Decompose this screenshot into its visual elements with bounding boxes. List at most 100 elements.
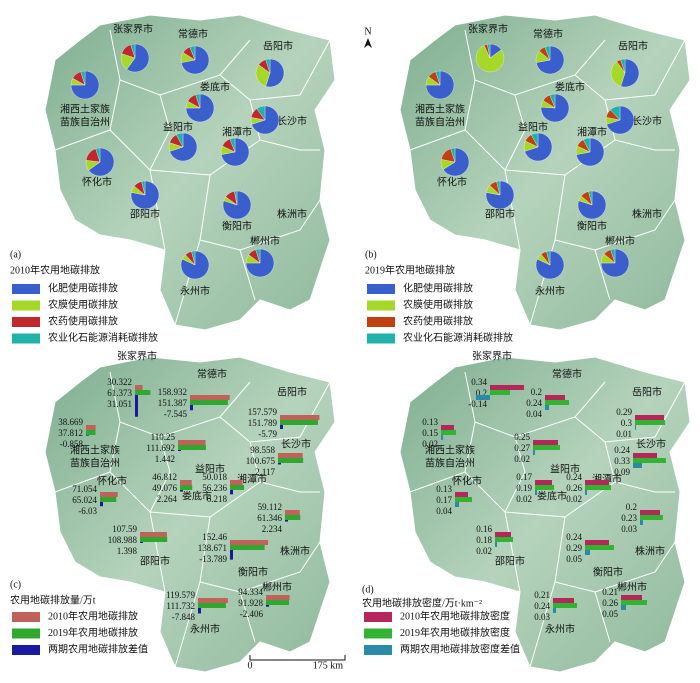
data-label: -6.03 bbox=[78, 506, 97, 516]
diff-bar bbox=[535, 490, 537, 495]
pie-slice bbox=[189, 45, 196, 61]
data-label: 50.018 bbox=[202, 472, 227, 482]
bar bbox=[230, 485, 245, 490]
panel-label: (d) bbox=[362, 584, 374, 595]
pie-slice bbox=[265, 58, 285, 88]
data-label: 0.26 bbox=[566, 483, 582, 493]
scale-label: 175 km bbox=[313, 660, 344, 671]
city-name: 长沙市 bbox=[636, 437, 666, 450]
city-name: 苗族自治州 bbox=[70, 456, 120, 469]
diff-bar bbox=[135, 395, 138, 417]
data-label: 61.373 bbox=[107, 388, 132, 398]
city-name: 永州市 bbox=[180, 284, 210, 297]
city-name: 湘潭市 bbox=[222, 125, 252, 138]
legend-label: 农膜使用碳排放 bbox=[48, 298, 118, 311]
pie-slice bbox=[442, 147, 470, 177]
legend-label: 2019年农用地碳排放密度 bbox=[400, 626, 510, 639]
data-label: 0.34 bbox=[471, 377, 487, 387]
data-label: 0.02 bbox=[516, 494, 532, 504]
data-label: 46.812 bbox=[152, 472, 177, 482]
bar bbox=[266, 600, 289, 605]
boundary bbox=[239, 249, 256, 301]
scale-bar bbox=[249, 655, 346, 661]
diff-bar bbox=[476, 395, 490, 400]
data-label: 0.3 bbox=[621, 418, 633, 428]
data-label: 0.29 bbox=[616, 407, 632, 417]
diff-bar bbox=[640, 520, 643, 525]
legend-label: 化肥使用碳排放 bbox=[403, 281, 473, 294]
legend-swatch bbox=[364, 628, 392, 639]
city-name: 湘西土家族 bbox=[70, 443, 120, 456]
legend-label: 两期农用地碳排放密度差值 bbox=[400, 642, 520, 655]
bar bbox=[278, 458, 304, 463]
city-name: 邵阳市 bbox=[495, 554, 525, 567]
bar bbox=[441, 430, 456, 435]
pie-slice bbox=[256, 105, 266, 121]
boundary bbox=[249, 441, 320, 493]
city-name: 常德市 bbox=[197, 367, 227, 380]
data-label: 0.13 bbox=[436, 484, 452, 494]
city-name: 益阳市 bbox=[163, 120, 193, 133]
bar bbox=[190, 400, 228, 405]
city-name: 张家界市 bbox=[468, 22, 508, 35]
boundary bbox=[219, 39, 331, 101]
boundary bbox=[149, 436, 171, 593]
data-label: 0.02 bbox=[566, 494, 582, 504]
pie-slice bbox=[255, 64, 271, 87]
city-name: 衡阳市 bbox=[593, 565, 623, 578]
boundary bbox=[574, 381, 686, 443]
legend-swatch bbox=[12, 645, 40, 655]
city-name: 苗族自治州 bbox=[415, 115, 465, 128]
pie-slice bbox=[606, 105, 635, 135]
bar bbox=[640, 515, 663, 520]
data-label: 108.988 bbox=[108, 535, 138, 545]
data-label: 0.33 bbox=[614, 456, 630, 466]
pie-slice bbox=[180, 250, 210, 280]
pie-slice bbox=[620, 58, 640, 88]
bar bbox=[198, 603, 226, 608]
city-name: 张家界市 bbox=[113, 22, 153, 35]
city-name: 郴州市 bbox=[605, 234, 635, 247]
bar bbox=[280, 415, 320, 420]
legend-title: 2019年农用地碳排放 bbox=[365, 263, 455, 276]
bar bbox=[490, 385, 524, 390]
diff-bar bbox=[585, 550, 590, 555]
pie-slice bbox=[229, 137, 236, 153]
city-name: 岳阳市 bbox=[277, 385, 307, 398]
city-name: 张家界市 bbox=[117, 349, 157, 362]
city-name: 苗族自治州 bbox=[425, 456, 475, 469]
pie-slice bbox=[620, 58, 626, 74]
pie-slice bbox=[80, 70, 86, 86]
boundary bbox=[574, 39, 686, 101]
pie-slice bbox=[544, 45, 551, 61]
bar bbox=[533, 440, 558, 445]
diff-bar bbox=[441, 435, 443, 440]
bar bbox=[230, 545, 265, 550]
boundary bbox=[174, 581, 201, 668]
legend-swatch bbox=[12, 612, 40, 622]
city-name: 娄底市 bbox=[537, 489, 567, 502]
diff-bar bbox=[100, 502, 103, 507]
diff-bar bbox=[633, 463, 642, 468]
data-label: 107.59 bbox=[112, 524, 137, 534]
diff-bar bbox=[190, 405, 193, 411]
city-name: 怀化市 bbox=[452, 474, 482, 487]
diff-bar bbox=[495, 542, 497, 547]
bar bbox=[230, 540, 269, 545]
data-label: 0.2 bbox=[476, 388, 487, 398]
data-label: 0.24 bbox=[566, 532, 582, 542]
city-name: 湘潭市 bbox=[237, 472, 267, 485]
diff-bar bbox=[278, 463, 281, 465]
city-name: 常德市 bbox=[552, 367, 582, 380]
city-name: 怀化市 bbox=[437, 175, 467, 188]
bar bbox=[585, 480, 609, 485]
boundary bbox=[219, 381, 331, 443]
city-name: 益阳市 bbox=[550, 462, 580, 475]
pie-slice bbox=[185, 93, 215, 123]
bar bbox=[585, 545, 614, 550]
bar bbox=[535, 485, 554, 490]
boundary bbox=[109, 79, 121, 131]
data-label: -7.545 bbox=[164, 409, 188, 419]
